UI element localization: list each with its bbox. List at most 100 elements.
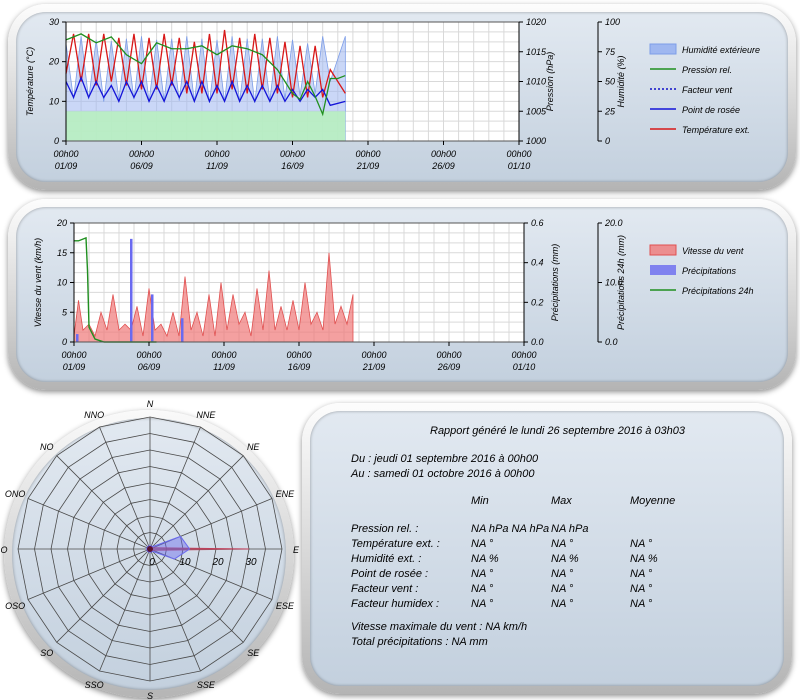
radar-tick-label: 20 <box>211 557 224 568</box>
y-tick-label: 15 <box>57 248 68 258</box>
y-axis-label: Vitesse du vent (km/h) <box>33 238 43 327</box>
report-row-max: NA ° <box>551 583 574 595</box>
y-tick-label: 0 <box>605 136 610 146</box>
report-row-min: NA hPa NA hPa <box>471 523 550 535</box>
y-tick-label: 1000 <box>526 136 546 146</box>
report-row-avg: NA ° <box>630 583 653 595</box>
x-tick-label: 06/09 <box>138 362 161 372</box>
report-wind-max: Vitesse maximale du vent : NA km/h <box>351 621 528 633</box>
y-axis-label: Température (°C) <box>25 47 35 116</box>
radar-direction-label: S <box>147 691 153 700</box>
x-tick-label: 00h00 <box>53 149 78 159</box>
report-row-max: NA hPa <box>551 523 589 535</box>
x-tick-label: 00h00 <box>506 149 531 159</box>
radar-spoke <box>27 498 151 550</box>
y-tick-label: 20 <box>56 218 67 228</box>
legend-label: Facteur vent <box>682 85 733 95</box>
x-tick-label: 00h00 <box>280 149 305 159</box>
radar-spoke <box>27 548 151 600</box>
radar-direction-label: OSO <box>5 601 25 611</box>
legend-label: Précipitations <box>682 266 737 276</box>
y-tick-label: 0.0 <box>531 337 544 347</box>
report-row-label: Point de rosée : <box>351 568 429 580</box>
radar-direction-label: ENE <box>276 489 296 499</box>
report-from: Du : jeudi 01 septembre 2016 à 00h00 <box>351 453 539 465</box>
x-tick-label: 01/09 <box>63 362 86 372</box>
radar-direction-label: ONO <box>5 489 26 499</box>
x-tick-label: 00h00 <box>355 149 380 159</box>
y-tick-label: 1010 <box>526 77 546 87</box>
report-col-min: Min <box>471 495 489 507</box>
y-tick-label: 10 <box>49 96 59 106</box>
radar-spoke <box>56 455 151 550</box>
radar-direction-label: NO <box>40 442 54 452</box>
compass-frame <box>4 410 294 698</box>
x-tick-label: 00h00 <box>211 350 236 360</box>
y-tick-label: 10.0 <box>605 278 623 288</box>
legend-label: Précipitations 24h <box>682 286 754 296</box>
x-tick-label: 21/09 <box>356 161 380 171</box>
report-row-label: Température ext. : <box>351 538 440 550</box>
report-title: Rapport généré le lundi 26 septembre 201… <box>430 425 686 437</box>
radar-direction-label: SO <box>40 648 53 658</box>
report-row-min: NA ° <box>471 538 494 550</box>
y-tick-label: 20 <box>48 57 59 67</box>
y-tick-label: 0.0 <box>605 337 618 347</box>
x-tick-label: 16/09 <box>288 362 311 372</box>
report-row-min: NA ° <box>471 583 494 595</box>
report-row-label: Humidité ext. : <box>351 553 422 565</box>
radar-direction-label: SSE <box>197 680 216 690</box>
report-row-label: Pression rel. : <box>351 523 419 535</box>
series-area-humidity-low <box>66 111 346 141</box>
y-tick-label: 0.6 <box>531 218 544 228</box>
x-tick-label: 11/09 <box>206 161 228 171</box>
x-tick-label: 00h00 <box>431 149 456 159</box>
radar-direction-label: O <box>0 545 7 555</box>
report-row-label: Facteur humidex : <box>351 598 440 610</box>
legend-label: Température ext. <box>682 125 750 135</box>
legend-label: Point de rosée <box>682 105 740 115</box>
report-row-max: NA ° <box>551 568 574 580</box>
x-tick-label: 00h00 <box>436 350 461 360</box>
series-area-wind <box>73 252 354 343</box>
y-tick-label: 75 <box>605 47 616 57</box>
x-tick-label: 16/09 <box>281 161 304 171</box>
radar-direction-label: SE <box>247 648 260 658</box>
y-tick-label: 0 <box>54 136 59 146</box>
report-row-avg: NA ° <box>630 538 653 550</box>
panel-report <box>302 403 792 694</box>
y-tick-label: 20.0 <box>604 218 623 228</box>
radar-spoke <box>149 548 201 672</box>
radar-direction-label: E <box>293 545 300 555</box>
legend-label: Pression rel. <box>682 65 732 75</box>
report-row-max: NA ° <box>551 598 574 610</box>
x-tick-label: 00h00 <box>136 350 161 360</box>
radar-direction-label: NE <box>247 442 260 452</box>
report-col-avg: Moyenne <box>630 495 676 507</box>
x-tick-label: 00h00 <box>286 350 311 360</box>
y-tick-label: 0.2 <box>531 297 544 307</box>
temperature-chart: 00h00 01/09 00h00 06/09 00h00 11/09 00h00 16/09… <box>25 17 760 171</box>
y-tick-label: 0.4 <box>531 258 544 268</box>
legend-swatch <box>649 43 677 55</box>
series-bar-rain <box>76 334 79 342</box>
x-tick-label: 01/10 <box>513 362 536 372</box>
x-tick-label: 00h00 <box>204 149 229 159</box>
legend-label: Humidité extérieure <box>682 45 760 55</box>
x-tick-label: 21/09 <box>362 362 386 372</box>
y-tick-label: 30 <box>49 17 59 27</box>
y-tick-label: 100 <box>605 17 620 27</box>
radar-direction-label: ESE <box>276 601 295 611</box>
legend-label: Vitesse du vent <box>682 246 744 256</box>
y-tick-label: 1005 <box>526 106 547 116</box>
x-tick-label: 26/09 <box>431 161 455 171</box>
report-row-label: Facteur vent : <box>351 583 419 595</box>
radar-direction-label: NNO <box>84 410 104 420</box>
report-col-max: Max <box>551 495 572 507</box>
y-tick-label: 50 <box>605 77 615 87</box>
report-row-avg: NA ° <box>630 598 653 610</box>
x-tick-label: 00h00 <box>361 350 386 360</box>
report-row-max: NA % <box>551 553 579 565</box>
y-tick-label: 1020 <box>526 17 546 27</box>
